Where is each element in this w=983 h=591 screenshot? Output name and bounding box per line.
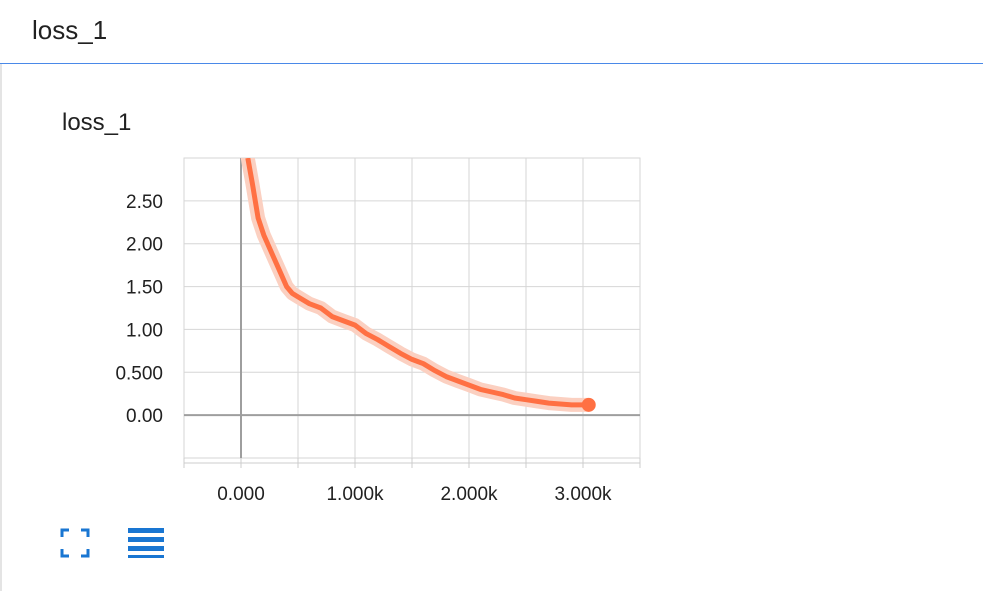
chart-title: loss_1	[62, 109, 132, 136]
series-line	[245, 158, 589, 408]
series-raw-band	[240, 158, 596, 412]
y-tick-label: 2.00	[126, 235, 163, 256]
left-border	[0, 0, 2, 591]
fullscreen-icon	[60, 528, 90, 558]
x-tick-label: 0.000	[217, 484, 265, 505]
x-tick-label: 3.000k	[554, 484, 612, 505]
x-tick-label: 2.000k	[440, 484, 498, 505]
y-tick-label: 2.50	[126, 192, 163, 213]
show-data-button[interactable]	[128, 526, 164, 560]
fullscreen-button[interactable]	[60, 528, 90, 558]
list-icon	[128, 528, 164, 558]
header-title: loss_1	[32, 15, 108, 45]
x-tick-label: 1.000k	[326, 484, 384, 505]
y-tick-label: 0.00	[126, 406, 163, 427]
series-end-point	[581, 397, 596, 412]
run-header[interactable]: loss_1	[0, 0, 983, 64]
y-tick-label: 1.00	[126, 320, 163, 341]
y-tick-label: 1.50	[126, 278, 163, 299]
y-tick-label: 0.500	[115, 363, 163, 384]
